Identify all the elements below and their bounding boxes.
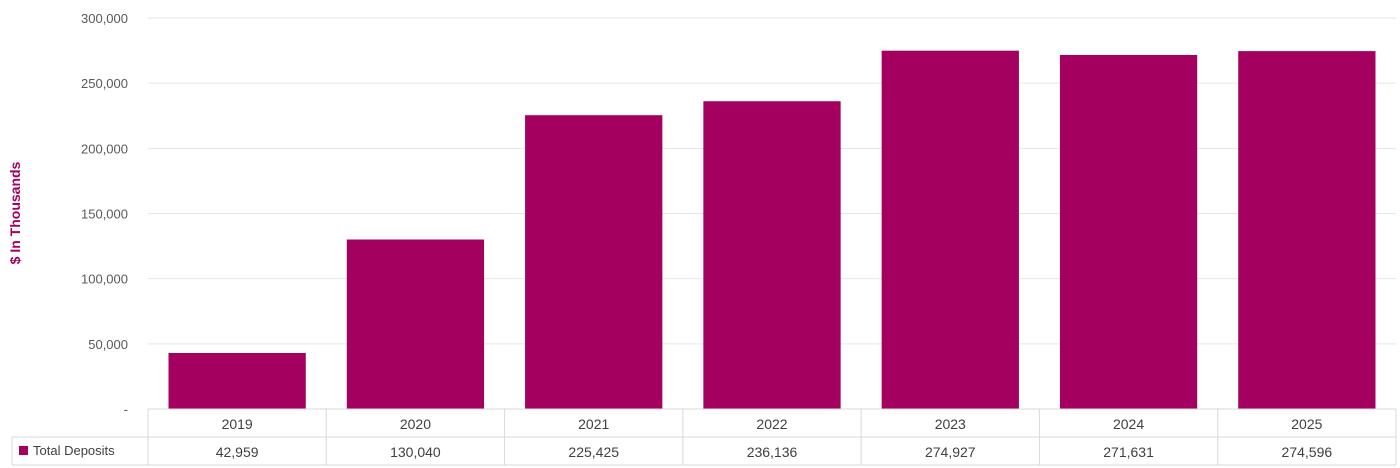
data-table-value: 225,425 — [568, 444, 619, 460]
y-tick-label: 200,000 — [81, 141, 128, 156]
bar-2025 — [1238, 51, 1376, 410]
x-category-label: 2023 — [935, 416, 966, 432]
y-tick-label: 50,000 — [88, 337, 128, 352]
data-table-value: 42,959 — [216, 444, 259, 460]
data-table: 2019 42,959 2020 130,040 2021 225,425 2022 236,… — [11, 408, 1397, 466]
y-axis-ticks: - 50,000 100,000 150,000 200,000 250,000 300,0… — [81, 11, 128, 417]
x-category-label: 2022 — [756, 416, 787, 432]
bar-2020 — [346, 239, 485, 409]
y-axis-label: $ In Thousands — [7, 161, 23, 264]
legend-series-name: Total Deposits — [33, 443, 115, 458]
data-table-value: 130,040 — [390, 444, 441, 460]
data-table-value: 274,927 — [925, 444, 976, 460]
bar-2023 — [881, 50, 1019, 410]
bar-2022 — [703, 101, 841, 409]
bars — [168, 50, 1376, 410]
y-tick-label: 300,000 — [81, 11, 128, 26]
y-tick-label: 100,000 — [81, 272, 128, 287]
data-table-value: 274,596 — [1282, 444, 1333, 460]
bar-2019 — [168, 353, 306, 409]
data-table-value: 236,136 — [747, 444, 798, 460]
y-tick-label: - — [124, 402, 128, 417]
x-category-label: 2021 — [578, 416, 609, 432]
y-tick-label: 150,000 — [81, 207, 128, 222]
bar-2024 — [1059, 54, 1198, 409]
y-tick-label: 250,000 — [81, 76, 128, 91]
x-category-label: 2020 — [400, 416, 431, 432]
bar-2021 — [525, 115, 663, 410]
x-category-label: 2019 — [222, 416, 253, 432]
data-table-value: 271,631 — [1103, 444, 1154, 460]
legend-swatch — [19, 446, 28, 455]
x-category-label: 2025 — [1291, 416, 1322, 432]
x-category-label: 2024 — [1113, 416, 1144, 432]
